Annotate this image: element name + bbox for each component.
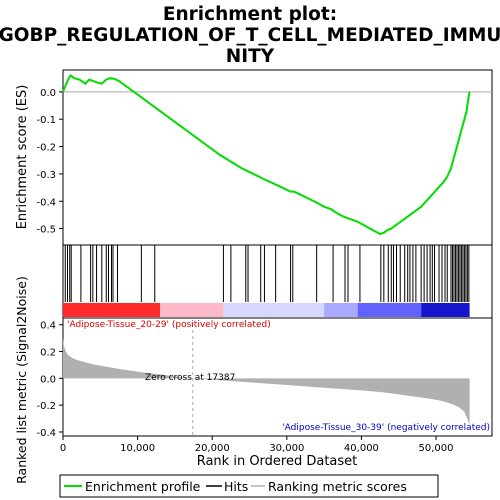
legend-metric-label: Ranking metric scores: [268, 479, 407, 494]
metric-y-ticks: 0.4 0.2 0.0 -0.2 -0.4: [36, 321, 63, 439]
ranking-color-bar: [63, 303, 470, 317]
metric-y-tick-label: 0.0: [40, 374, 56, 385]
negative-correlation-label: 'Adipose-Tissue_30-39' (negatively corre…: [282, 423, 490, 433]
es-y-tick-label: -0.1: [36, 115, 56, 126]
es-panel-frame: [62, 69, 493, 246]
x-axis-label: Rank in Ordered Dataset: [197, 454, 358, 469]
metric-panel: 0.4 0.2 0.0 -0.2 -0.4 'Adipose-Tissue_20-29'…: [14, 276, 493, 484]
metric-y-axis-label: Ranked list metric (Signal2Noise): [14, 276, 29, 484]
hits-panel: [62, 244, 493, 319]
chart-title-line-3: NITY: [226, 46, 275, 67]
es-panel: 0.0 -0.1 -0.2 -0.3 -0.4 -0.5 Enrichment score…: [15, 69, 493, 246]
color-bar-segment: [63, 303, 160, 317]
metric-y-tick-label: 0.4: [40, 321, 56, 332]
metric-y-tick-label: -0.4: [36, 428, 56, 439]
es-y-tick-label: 0.0: [40, 88, 56, 99]
color-bar-segment: [421, 303, 470, 317]
x-tick-label: 0: [60, 443, 66, 454]
legend: Enrichment profile Hits Ranking metric s…: [59, 474, 439, 498]
metric-y-tick-label: -0.2: [36, 401, 56, 412]
legend-hits-label: Hits: [224, 479, 248, 494]
color-bar-segment: [223, 303, 325, 317]
es-y-tick-label: -0.3: [36, 170, 56, 181]
ranking-metric-area: [63, 338, 470, 426]
chart-title-line-1: Enrichment plot:: [163, 4, 337, 25]
x-tick-label: 40,000: [344, 443, 379, 454]
es-y-axis-label: Enrichment score (ES): [15, 85, 30, 230]
es-y-tick-label: -0.2: [36, 143, 56, 154]
metric-y-tick-label: 0.2: [40, 348, 56, 359]
positive-correlation-label: 'Adipose-Tissue_20-29' (positively corre…: [67, 320, 271, 330]
es-y-ticks: 0.0 -0.1 -0.2 -0.3 -0.4 -0.5: [36, 88, 63, 236]
x-tick-label: 20,000: [195, 443, 230, 454]
x-tick-label: 30,000: [269, 443, 304, 454]
x-tick-label: 50,000: [419, 443, 454, 454]
es-y-tick-label: -0.4: [36, 197, 56, 208]
x-tick-label: 10,000: [120, 443, 155, 454]
hits-lines: [64, 245, 470, 302]
legend-profile-label: Enrichment profile: [85, 479, 201, 494]
chart-title-line-2: GOBP_REGULATION_OF_T_CELL_MEDIATED_IMMU: [0, 25, 500, 46]
color-bar-segment: [159, 303, 224, 317]
legend-frame: [59, 474, 439, 498]
zero-cross-label: Zero cross at 17387: [145, 373, 235, 383]
enrichment-profile-line: [62, 73, 471, 236]
color-bar-segment: [324, 303, 358, 317]
es-y-tick-label: -0.5: [36, 225, 56, 236]
color-bar-segment: [357, 303, 422, 317]
x-axis-ticks: 0 10,000 20,000 30,000 40,000 50,000: [60, 436, 454, 454]
